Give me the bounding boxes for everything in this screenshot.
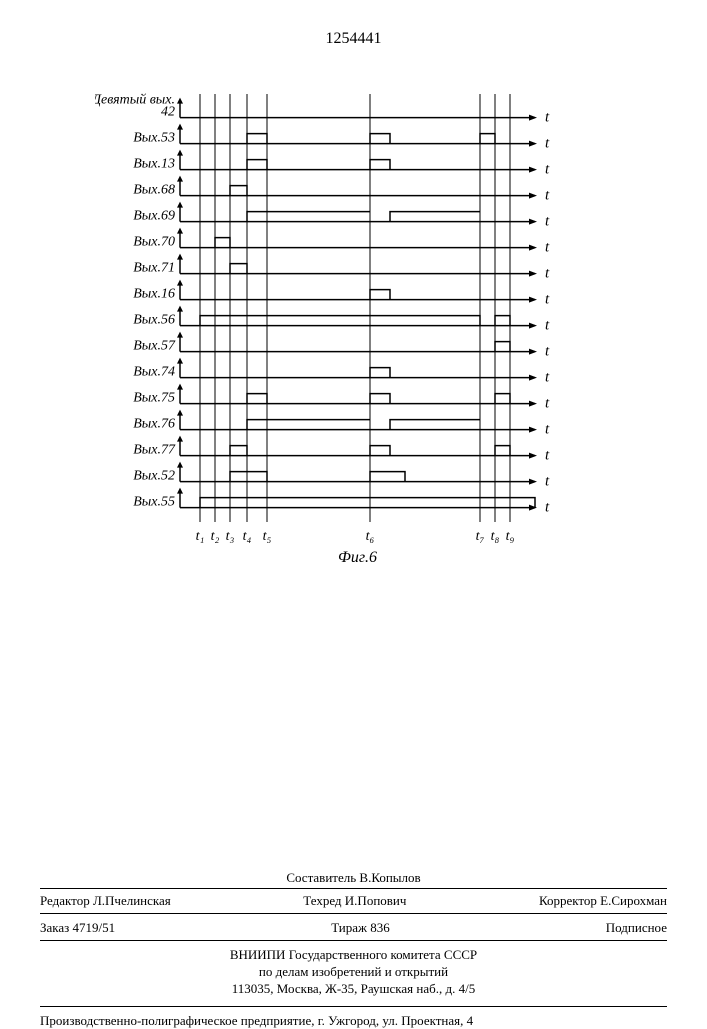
page-number: 1254441 xyxy=(0,30,707,48)
svg-text:t₄: t₄ xyxy=(243,529,252,544)
org1: ВНИИПИ Государственного комитета СССР xyxy=(40,947,667,964)
svg-text:t₁: t₁ xyxy=(196,529,205,544)
techred: Техред И.Попович xyxy=(303,893,406,909)
svg-text:Вых.74: Вых.74 xyxy=(133,365,175,380)
tirazh: Тираж 836 xyxy=(331,920,390,936)
svg-text:t₃: t₃ xyxy=(226,529,235,544)
svg-text:t: t xyxy=(545,266,550,282)
address: 113035, Москва, Ж-35, Раушская наб., д. … xyxy=(40,981,667,998)
svg-text:t: t xyxy=(545,396,550,412)
svg-text:Вых.53: Вых.53 xyxy=(133,131,175,146)
svg-text:t: t xyxy=(545,214,550,230)
svg-text:t: t xyxy=(545,500,550,516)
svg-text:Вых.57: Вых.57 xyxy=(133,339,176,354)
svg-text:Вых.77: Вых.77 xyxy=(133,443,176,458)
svg-text:t₅: t₅ xyxy=(263,529,272,544)
svg-text:Вых.76: Вых.76 xyxy=(133,417,175,432)
svg-text:Вых.71: Вых.71 xyxy=(133,261,175,276)
svg-text:t: t xyxy=(545,370,550,386)
svg-text:Вых.55: Вых.55 xyxy=(133,495,175,510)
svg-text:Вых.52: Вых.52 xyxy=(133,469,175,484)
svg-text:t: t xyxy=(545,162,550,178)
svg-text:t: t xyxy=(545,110,550,126)
svg-text:t: t xyxy=(545,344,550,360)
svg-text:t: t xyxy=(545,292,550,308)
svg-text:t: t xyxy=(545,318,550,334)
corrector: Корректор Е.Сирохман xyxy=(539,893,667,909)
svg-text:t₈: t₈ xyxy=(491,529,500,544)
editor: Редактор Л.Пчелинская xyxy=(40,893,171,909)
subscription: Подписное xyxy=(606,920,667,936)
svg-text:t₆: t₆ xyxy=(366,529,375,544)
svg-text:t₉: t₉ xyxy=(506,529,515,544)
svg-text:Вых.69: Вых.69 xyxy=(133,209,175,224)
order: Заказ 4719/51 xyxy=(40,920,115,936)
svg-text:t: t xyxy=(545,188,550,204)
svg-text:Вых.68: Вых.68 xyxy=(133,183,175,198)
svg-text:Фиг.6: Фиг.6 xyxy=(338,549,377,566)
svg-text:Вых.16: Вых.16 xyxy=(133,287,175,302)
svg-text:42: 42 xyxy=(161,105,175,120)
credits-row: Редактор Л.Пчелинская Техред И.Попович К… xyxy=(40,888,667,914)
svg-text:t: t xyxy=(545,422,550,438)
timing-diagram: t₁t₂t₃t₄t₅t₆t₇t₈t₉Девятый вых.42tВых.53t… xyxy=(95,80,595,580)
org2: по делам изобретений и открытий xyxy=(40,964,667,981)
svg-text:Вых.75: Вых.75 xyxy=(133,391,175,406)
print-line: Производственно-полиграфическое предприя… xyxy=(40,1006,667,1029)
svg-text:t: t xyxy=(545,136,550,152)
svg-text:t: t xyxy=(545,474,550,490)
svg-text:Вых.70: Вых.70 xyxy=(133,235,175,250)
svg-text:t₇: t₇ xyxy=(476,529,485,544)
org-block: ВНИИПИ Государственного комитета СССР по… xyxy=(40,947,667,998)
svg-text:t: t xyxy=(545,448,550,464)
svg-text:t₂: t₂ xyxy=(211,529,220,544)
svg-text:t: t xyxy=(545,240,550,256)
order-row: Заказ 4719/51 Тираж 836 Подписное xyxy=(40,916,667,941)
footer: Составитель В.Копылов Редактор Л.Пчелинс… xyxy=(40,870,667,1029)
svg-text:Вых.56: Вых.56 xyxy=(133,313,175,328)
svg-text:Вых.13: Вых.13 xyxy=(133,157,175,172)
compiler-line: Составитель В.Копылов xyxy=(40,870,667,886)
